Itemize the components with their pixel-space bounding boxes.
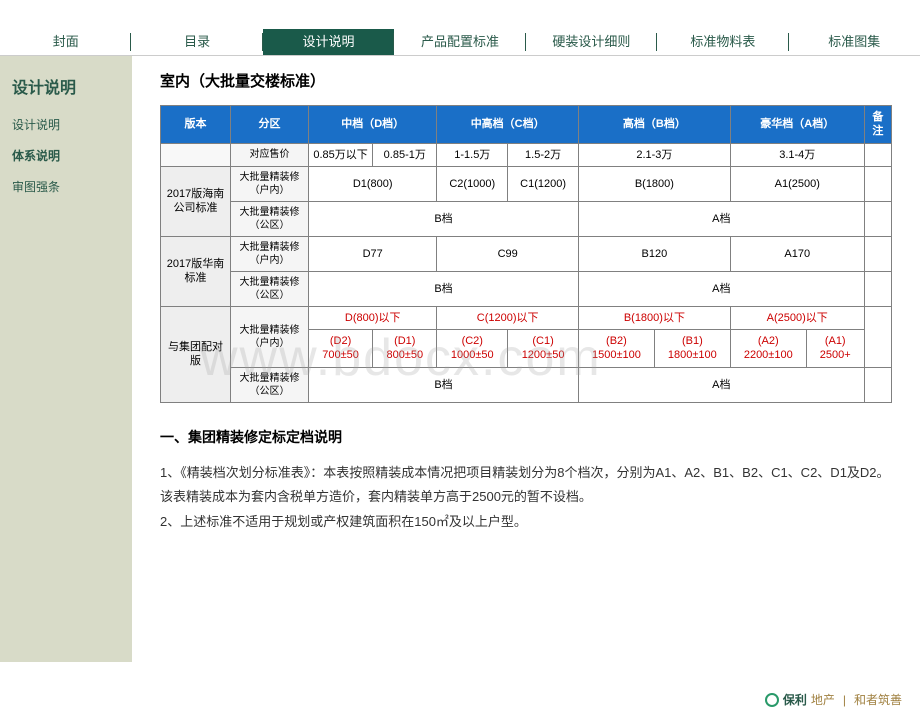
cell: D1(800) — [309, 166, 437, 201]
cell: 2.1-3万 — [578, 143, 730, 166]
sidebar-item-review[interactable]: 审图强条 — [12, 178, 120, 195]
nav-toc[interactable]: 目录 — [131, 29, 262, 55]
spec-table: 版本 分区 中档（D档） 中高档（C档） 高档（B档） 豪华档（A档） 备注 对… — [160, 105, 892, 403]
table-row: 2017版海南公司标准 大批量精装修（户内） D1(800) C2(1000) … — [161, 166, 892, 201]
separator: | — [843, 693, 846, 707]
cell: 大批量精装修（公区） — [231, 367, 309, 402]
th-high: 高档（B档） — [578, 106, 730, 144]
cell: C(1200)以下 — [437, 306, 579, 329]
cell: (D1) 800±50 — [373, 330, 437, 368]
cell: (D2) 700±50 — [309, 330, 373, 368]
th-mid: 中档（D档） — [309, 106, 437, 144]
cell: (A1) 2500+ — [806, 330, 864, 368]
cell: B档 — [309, 367, 579, 402]
top-nav: 封面 目录 设计说明 产品配置标准 硬装设计细则 标准物料表 标准图集 — [0, 28, 920, 56]
row-jituan: 与集团配对版 — [161, 306, 231, 402]
cell: 3.1-4万 — [730, 143, 864, 166]
cell — [864, 143, 891, 166]
cell-blank — [161, 143, 231, 166]
cell: 1-1.5万 — [437, 143, 508, 166]
cell: 1.5-2万 — [508, 143, 579, 166]
content: 室内（大批量交楼标准） 版本 分区 中档（D档） 中高档（C档） 高档（B档） … — [132, 56, 920, 662]
cell: A档 — [578, 271, 864, 306]
nav-product-config[interactable]: 产品配置标准 — [394, 29, 525, 55]
footer: 保利地产 | 和者筑善 — [765, 691, 902, 708]
th-zone: 分区 — [231, 106, 309, 144]
table-row: 大批量精装修（公区） B档 A档 — [161, 271, 892, 306]
cell: C1(1200) — [508, 166, 579, 201]
cell — [864, 306, 891, 367]
cell: 大批量精装修（户内） — [231, 306, 309, 367]
cell: 大批量精装修（公区） — [231, 201, 309, 236]
cell: 0.85-1万 — [373, 143, 437, 166]
brand-slogan: 和者筑善 — [854, 691, 902, 708]
cell: (B2) 1500±100 — [578, 330, 654, 368]
cell: A档 — [578, 201, 864, 236]
cell: (C1) 1200±50 — [508, 330, 579, 368]
cell: A档 — [578, 367, 864, 402]
cell: A(2500)以下 — [730, 306, 864, 329]
logo-icon — [765, 693, 779, 707]
th-note: 备注 — [864, 106, 891, 144]
nav-atlas[interactable]: 标准图集 — [789, 29, 920, 55]
cell — [864, 271, 891, 306]
cell: B120 — [578, 236, 730, 271]
main-wrap: 设计说明 设计说明 体系说明 审图强条 室内（大批量交楼标准） 版本 分区 中档… — [0, 56, 920, 662]
paragraph-1: 1、《精装档次划分标准表》：本表按照精装成本情况把项目精装划分为8个档次，分别为… — [160, 461, 892, 510]
table-row: 对应售价 0.85万以下 0.85-1万 1-1.5万 1.5-2万 2.1-3… — [161, 143, 892, 166]
cell: (C2) 1000±50 — [437, 330, 508, 368]
cell: D(800)以下 — [309, 306, 437, 329]
cell: (B1) 1800±100 — [654, 330, 730, 368]
row-hainan: 2017版海南公司标准 — [161, 166, 231, 236]
page-title: 室内（大批量交楼标准） — [160, 70, 892, 91]
row-huanan: 2017版华南标准 — [161, 236, 231, 306]
th-midhigh: 中高档（C档） — [437, 106, 579, 144]
table-row: 大批量精装修（公区） B档 A档 — [161, 367, 892, 402]
paragraph-2: 2、上述标准不适用于规划或产权建筑面积在150㎡及以上户型。 — [160, 510, 892, 535]
brand-name: 保利 — [783, 691, 807, 708]
table-row: 大批量精装修（公区） B档 A档 — [161, 201, 892, 236]
th-version: 版本 — [161, 106, 231, 144]
cell: B档 — [309, 271, 579, 306]
cell — [864, 201, 891, 236]
section-subtitle: 一、集团精装修定标定档说明 — [160, 427, 892, 447]
cell: D77 — [309, 236, 437, 271]
cell: B(1800)以下 — [578, 306, 730, 329]
table-row: 与集团配对版 大批量精装修（户内） D(800)以下 C(1200)以下 B(1… — [161, 306, 892, 329]
cell — [864, 367, 891, 402]
cell: A1(2500) — [730, 166, 864, 201]
nav-design-desc[interactable]: 设计说明 — [263, 29, 394, 55]
brand-suffix: 地产 — [811, 691, 835, 708]
nav-hard-detail[interactable]: 硬装设计细则 — [526, 29, 657, 55]
cell: 大批量精装修（公区） — [231, 271, 309, 306]
cell: 大批量精装修（户内） — [231, 166, 309, 201]
cell: A170 — [730, 236, 864, 271]
sidebar-item-system[interactable]: 体系说明 — [12, 147, 120, 164]
cell: 0.85万以下 — [309, 143, 373, 166]
sidebar-title: 设计说明 — [12, 74, 120, 98]
sidebar-item-design[interactable]: 设计说明 — [12, 116, 120, 133]
cell-price-label: 对应售价 — [231, 143, 309, 166]
cell: B(1800) — [578, 166, 730, 201]
nav-material[interactable]: 标准物料表 — [657, 29, 788, 55]
th-lux: 豪华档（A档） — [730, 106, 864, 144]
cell: C2(1000) — [437, 166, 508, 201]
cell: B档 — [309, 201, 579, 236]
nav-cover[interactable]: 封面 — [0, 29, 131, 55]
table-row: 2017版华南标准 大批量精装修（户内） D77 C99 B120 A170 — [161, 236, 892, 271]
cell — [864, 166, 891, 201]
cell: (A2) 2200±100 — [730, 330, 806, 368]
cell: C99 — [437, 236, 579, 271]
cell — [864, 236, 891, 271]
sidebar: 设计说明 设计说明 体系说明 审图强条 — [0, 56, 132, 662]
cell: 大批量精装修（户内） — [231, 236, 309, 271]
table-header-row: 版本 分区 中档（D档） 中高档（C档） 高档（B档） 豪华档（A档） 备注 — [161, 106, 892, 144]
